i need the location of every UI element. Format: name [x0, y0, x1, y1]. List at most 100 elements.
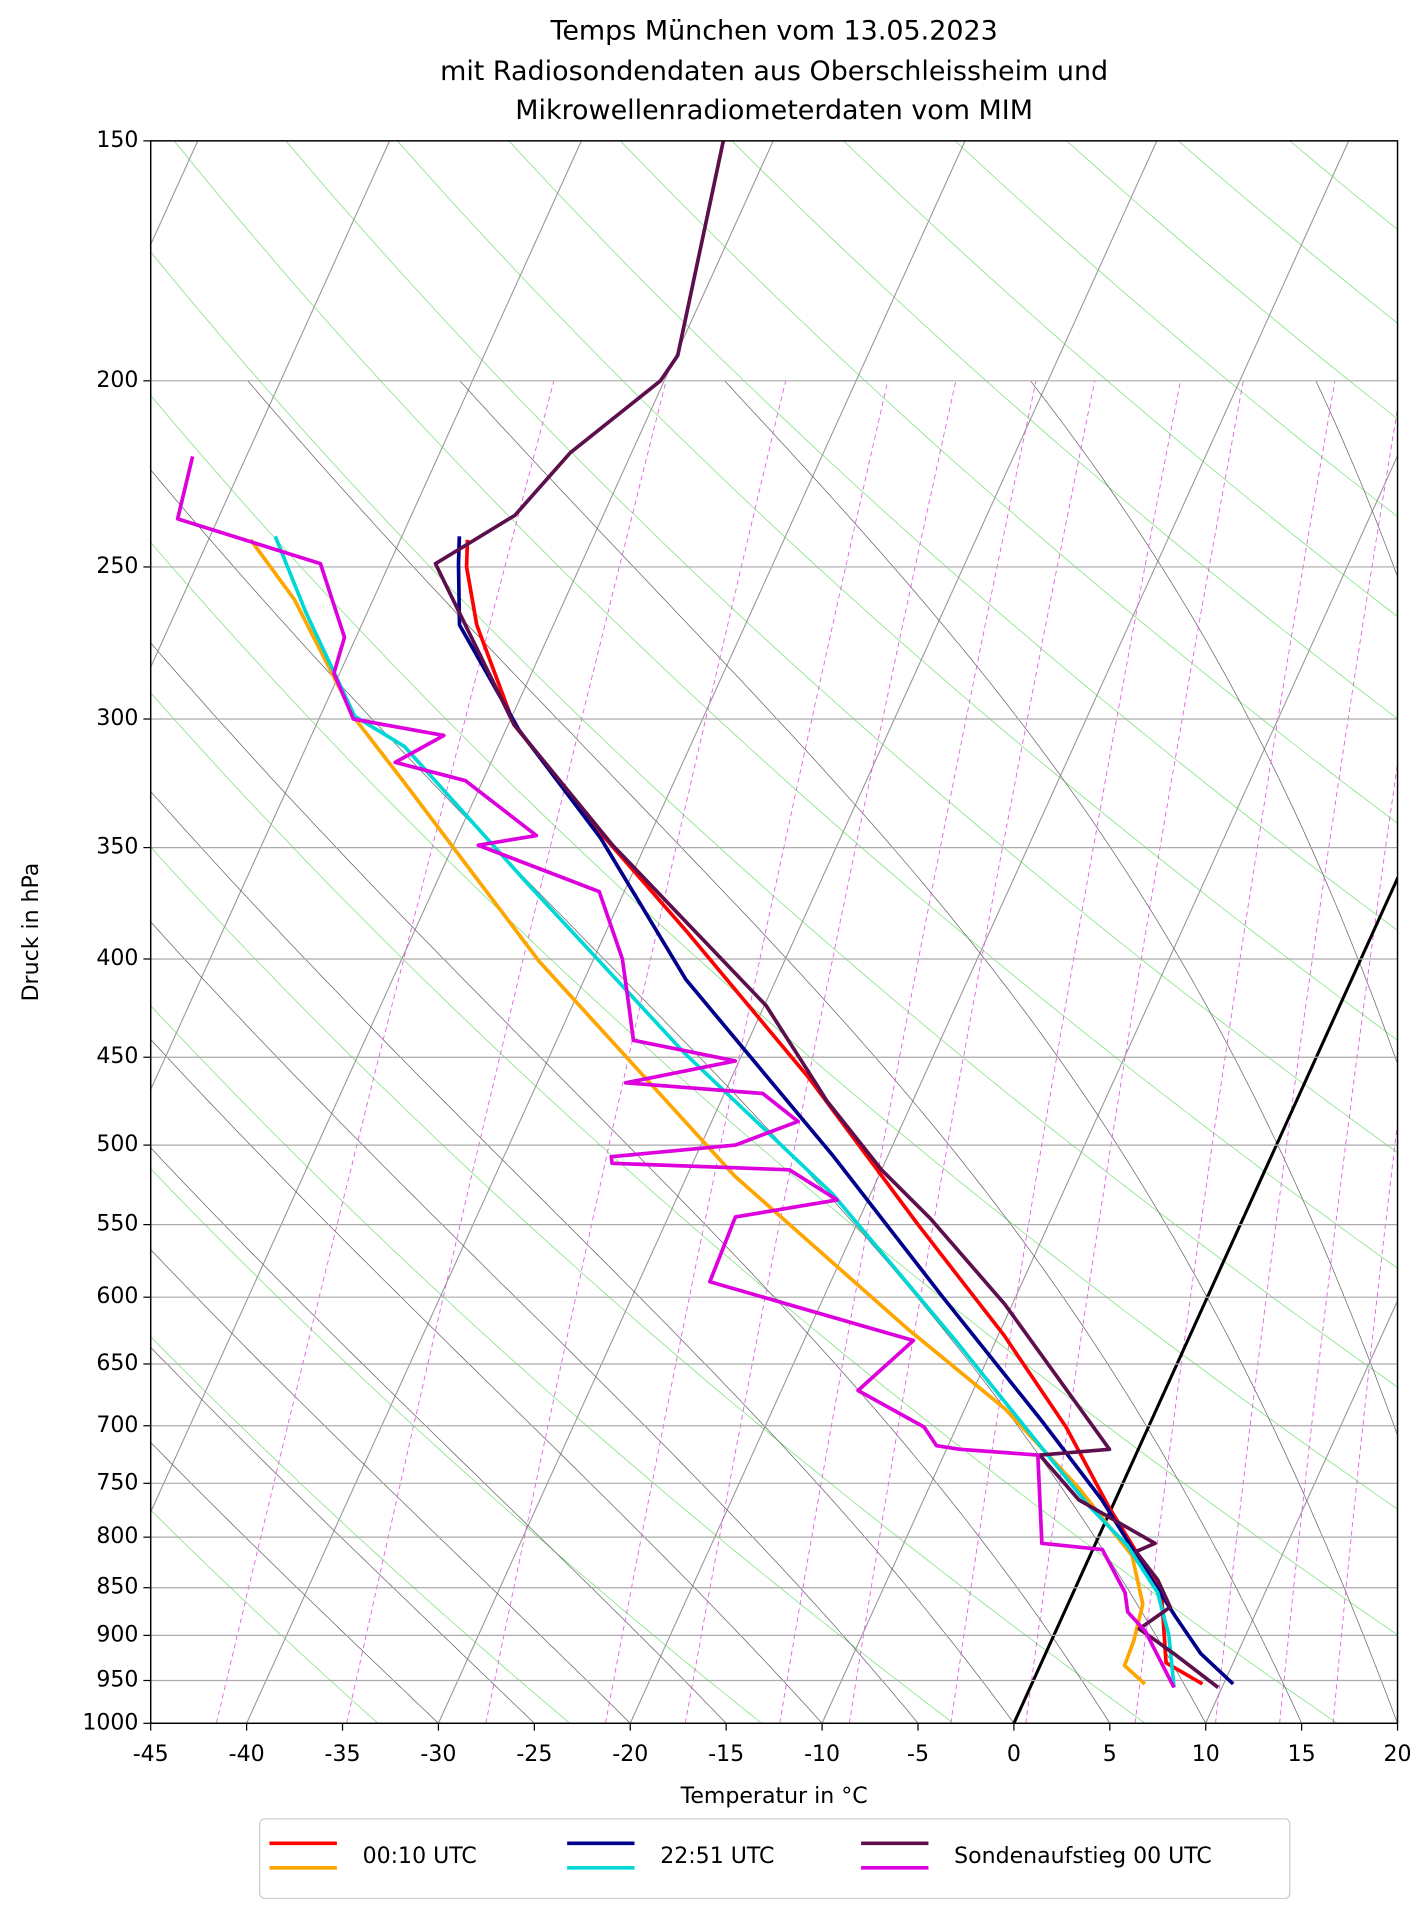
isotherm	[821, 454, 1398, 1724]
dry-adiabat	[150, 1336, 571, 1724]
mixing-ratio-line	[684, 380, 957, 1724]
x-tick-label: -20	[612, 1742, 648, 1767]
x-tick-label: -10	[804, 1742, 840, 1767]
x-tick-label: -15	[708, 1742, 744, 1767]
x-tick-label: -35	[325, 1742, 361, 1767]
y-tick-label: 950	[96, 1667, 138, 1692]
dry-adiabat	[1401, 141, 1427, 1723]
reference-lines	[0, 140, 1427, 1724]
x-tick-label: -40	[229, 1742, 265, 1767]
isotherm	[150, 140, 582, 1091]
y-tick-label: 750	[96, 1470, 138, 1495]
legend-label: 00:10 UTC	[363, 1844, 477, 1869]
dry-adiabat	[150, 846, 1146, 1724]
moist-adiabat	[1315, 380, 1398, 578]
moist-adiabat	[150, 1441, 439, 1724]
moist-adiabat	[150, 642, 1111, 1724]
x-tick-label: -5	[907, 1742, 929, 1767]
plot-frame	[149, 140, 1399, 1725]
x-tick-label: 5	[1103, 1742, 1117, 1767]
mixing-ratio-line	[215, 380, 555, 1724]
y-tick-label: 200	[96, 368, 138, 393]
y-tick-label: 850	[96, 1575, 138, 1600]
y-tick-label: 550	[96, 1212, 138, 1237]
dry-adiabat	[620, 140, 1398, 824]
y-axis-label: Druck in hPa	[19, 863, 44, 1002]
dry-adiabat	[150, 1509, 379, 1724]
x-tick-label: -45	[133, 1742, 169, 1767]
dry-adiabat	[1289, 140, 1398, 230]
mixing-ratio-line	[605, 380, 889, 1724]
x-axis-label: Temperatur in °C	[680, 1784, 868, 1809]
mixing-ratio-line	[485, 380, 787, 1724]
dry-adiabat	[843, 140, 1398, 618]
x-tick-label: -30	[420, 1742, 456, 1767]
y-tick-label: 300	[96, 706, 138, 731]
mixing-ratio-line	[1332, 1119, 1398, 1724]
isotherm	[437, 140, 1158, 1724]
grid: 1000 950 900 850 800 750 700 650 600 550 500 450 400…	[82, 128, 1411, 1767]
mixing-ratio-line	[346, 380, 667, 1724]
dry-adiabat	[150, 1005, 954, 1724]
y-tick-label: 350	[96, 835, 138, 860]
mixing-ratio-line	[1215, 406, 1398, 1724]
y-tick-label: 250	[96, 554, 138, 579]
y-tick-label: 700	[96, 1413, 138, 1438]
x-tick-label: 15	[1288, 1742, 1316, 1767]
mixing-ratio-line	[1419, 381, 1427, 1723]
profile-line	[175, 456, 1176, 1689]
moist-adiabat	[150, 469, 1207, 1724]
isotherm	[0, 141, 6, 1723]
chart-title: Temps München vom 13.05.2023	[549, 15, 997, 46]
moist-adiabat	[459, 380, 1398, 1724]
dry-adiabat	[1177, 140, 1398, 324]
y-tick-label: 500	[96, 1132, 138, 1157]
x-tick-label: 10	[1192, 1742, 1220, 1767]
mixing-ratio-line	[950, 380, 1181, 1724]
isotherm	[246, 140, 966, 1724]
y-tick-label: 650	[96, 1351, 138, 1376]
profiles	[175, 140, 1235, 1689]
dry-adiabat	[150, 541, 1398, 1636]
dry-adiabat	[285, 140, 1398, 1154]
x-tick-label: 0	[1007, 1742, 1021, 1767]
moist-adiabat	[150, 790, 1015, 1724]
isotherm	[150, 140, 774, 1514]
y-tick-label: 600	[96, 1284, 138, 1309]
dry-adiabat	[150, 394, 1398, 1510]
x-tick-label: -25	[516, 1742, 552, 1767]
profile-line	[249, 538, 1147, 1686]
isotherm	[1397, 1721, 1398, 1724]
x-tick-label: 20	[1384, 1742, 1412, 1767]
y-tick-label: 900	[96, 1622, 138, 1647]
mixing-ratio-line	[1134, 380, 1336, 1724]
legend-label: Sondenaufstieg 00 UTC	[954, 1844, 1212, 1869]
y-tick-label: 150	[96, 128, 138, 153]
isotherm	[150, 140, 391, 669]
legend-box	[259, 1818, 1291, 1900]
isotherm	[1205, 1299, 1398, 1724]
freezing-isotherm	[1012, 874, 1398, 1724]
isotherm	[629, 140, 1350, 1724]
dry-adiabat	[150, 251, 1398, 1388]
profile-line	[456, 536, 1235, 1686]
profile-line	[433, 140, 1220, 1689]
chart-title: mit Radiosondendaten aus Oberschleisshei…	[440, 56, 1108, 87]
legend: 00:10 UTC 22:51 UTC Sondenaufstieg 00 UTC	[269, 1841, 1212, 1870]
dry-adiabat	[150, 1168, 762, 1724]
y-tick-label: 1000	[82, 1710, 138, 1735]
y-tick-label: 400	[96, 946, 138, 971]
chart-title: Mikrowellenradiometerdaten vom MIM	[515, 95, 1033, 126]
y-tick-label: 800	[96, 1524, 138, 1549]
legend-label: 22:51 UTC	[660, 1844, 774, 1869]
mixing-ratio-line	[779, 380, 1037, 1724]
moist-adiabat	[1030, 380, 1398, 1065]
dry-adiabat	[396, 140, 1398, 1041]
moist-adiabat	[150, 1346, 535, 1724]
y-tick-label: 450	[96, 1044, 138, 1069]
dry-adiabat	[954, 140, 1398, 518]
dry-adiabat	[173, 140, 1398, 1269]
dry-adiabat	[508, 140, 1398, 931]
moist-adiabat	[247, 380, 1302, 1724]
